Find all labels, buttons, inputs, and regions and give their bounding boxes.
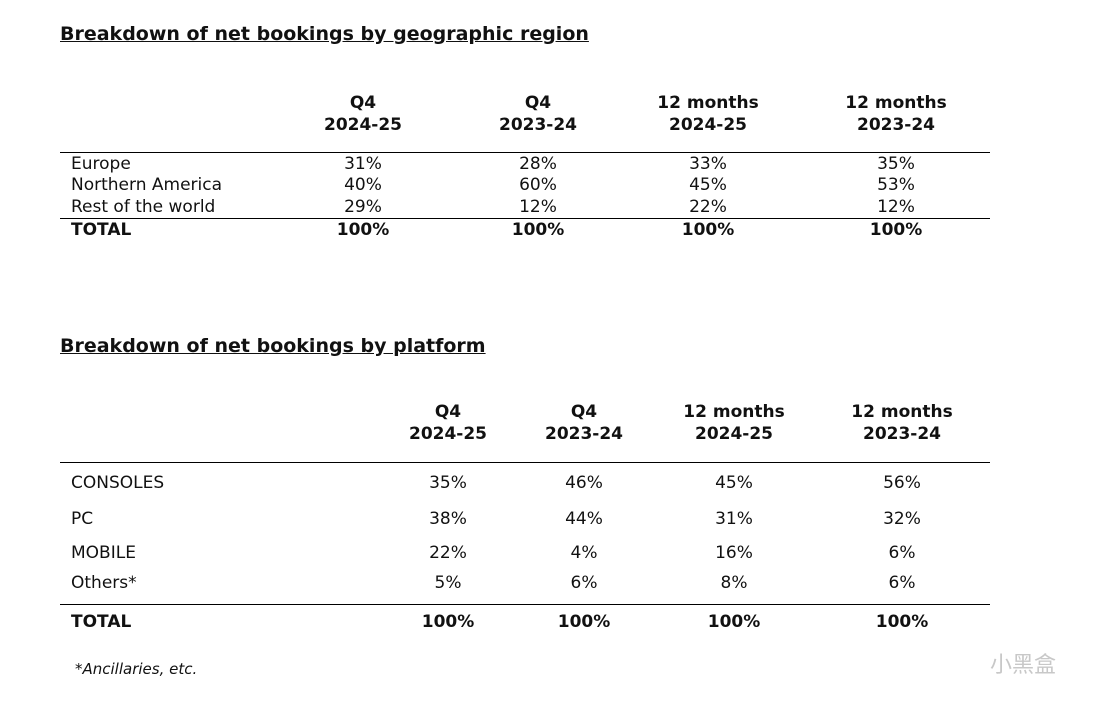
column-header: 12 months bbox=[851, 402, 953, 422]
cell: 22% bbox=[429, 543, 467, 563]
cell: 22% bbox=[689, 197, 727, 217]
cell: 60% bbox=[519, 175, 557, 195]
cell: 12% bbox=[877, 197, 915, 217]
column-header: Q4 bbox=[524, 93, 552, 113]
footnote: *Ancillaries, etc. bbox=[75, 660, 198, 678]
cell: 31% bbox=[344, 154, 382, 174]
total-cell: 100% bbox=[869, 220, 923, 240]
cell: 29% bbox=[344, 197, 382, 217]
column-header: 2023-24 bbox=[856, 115, 936, 135]
row-label: CONSOLES bbox=[71, 473, 165, 493]
cell: 35% bbox=[877, 154, 915, 174]
cell: 5% bbox=[434, 573, 462, 593]
cell: 28% bbox=[519, 154, 557, 174]
total-cell: 100% bbox=[557, 612, 611, 632]
row-label: MOBILE bbox=[71, 543, 136, 563]
column-header: 2024-25 bbox=[408, 424, 488, 444]
row-label: PC bbox=[71, 509, 94, 529]
cell: 40% bbox=[344, 175, 382, 195]
cell: 33% bbox=[689, 154, 727, 174]
watermark: 小黑盒 bbox=[990, 653, 1057, 678]
cell: 53% bbox=[877, 175, 915, 195]
column-header: 2024-25 bbox=[323, 115, 403, 135]
cell: 4% bbox=[570, 543, 598, 563]
table-rule bbox=[60, 218, 990, 219]
total-cell: 100% bbox=[336, 220, 390, 240]
cell: 32% bbox=[883, 509, 921, 529]
cell: 45% bbox=[715, 473, 753, 493]
total-cell: 100% bbox=[875, 612, 929, 632]
cell: 44% bbox=[565, 509, 603, 529]
column-header: 12 months bbox=[683, 402, 785, 422]
total-cell: 100% bbox=[681, 220, 735, 240]
table-rule bbox=[60, 462, 990, 463]
table-rule bbox=[60, 604, 990, 605]
cell: 56% bbox=[883, 473, 921, 493]
cell: 46% bbox=[565, 473, 603, 493]
cell: 16% bbox=[715, 543, 753, 563]
table-title: Breakdown of net bookings by platform bbox=[60, 335, 486, 357]
cell: 12% bbox=[519, 197, 557, 217]
column-header: 2024-25 bbox=[694, 424, 774, 444]
column-header: 2024-25 bbox=[668, 115, 748, 135]
total-cell: 100% bbox=[707, 612, 761, 632]
row-label: Europe bbox=[71, 154, 131, 174]
column-header: 2023-24 bbox=[544, 424, 624, 444]
column-header: Q4 bbox=[349, 93, 377, 113]
column-header: 12 months bbox=[657, 93, 759, 113]
cell: 38% bbox=[429, 509, 467, 529]
column-header: Q4 bbox=[434, 402, 462, 422]
row-label: Others* bbox=[71, 573, 137, 593]
cell: 35% bbox=[429, 473, 467, 493]
column-header: 12 months bbox=[845, 93, 947, 113]
cell: 6% bbox=[570, 573, 598, 593]
cell: 31% bbox=[715, 509, 753, 529]
cell: 6% bbox=[888, 543, 916, 563]
table-rule bbox=[60, 152, 990, 153]
cell: 8% bbox=[720, 573, 748, 593]
column-header: Q4 bbox=[570, 402, 598, 422]
column-header: 2023-24 bbox=[862, 424, 942, 444]
row-label: Rest of the world bbox=[71, 197, 216, 217]
total-cell: 100% bbox=[421, 612, 475, 632]
cell: 45% bbox=[689, 175, 727, 195]
total-label: TOTAL bbox=[71, 220, 132, 240]
cell: 6% bbox=[888, 573, 916, 593]
column-header: 2023-24 bbox=[498, 115, 578, 135]
row-label: Northern America bbox=[71, 175, 222, 195]
total-label: TOTAL bbox=[71, 612, 132, 632]
table-title: Breakdown of net bookings by geographic … bbox=[60, 23, 589, 45]
total-cell: 100% bbox=[511, 220, 565, 240]
